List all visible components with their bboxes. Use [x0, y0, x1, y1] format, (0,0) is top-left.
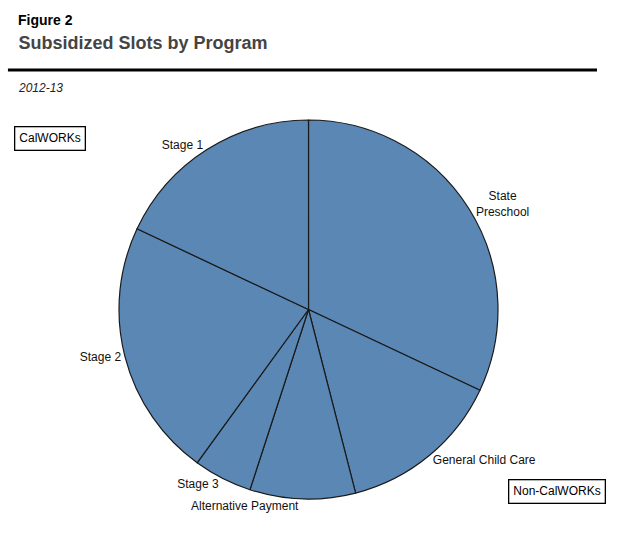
svg-text:Non-CalWORKs: Non-CalWORKs	[513, 484, 600, 498]
svg-text:Stage 1: Stage 1	[162, 138, 204, 152]
svg-text:2012-13: 2012-13	[18, 81, 63, 95]
svg-text:Figure 2: Figure 2	[18, 12, 73, 28]
svg-text:Subsidized Slots by Program: Subsidized Slots by Program	[19, 33, 268, 53]
svg-text:General Child Care: General Child Care	[433, 453, 536, 467]
svg-text:Stage 3: Stage 3	[177, 477, 219, 491]
svg-text:Stage 2: Stage 2	[80, 350, 122, 364]
svg-text:Alternative Payment: Alternative Payment	[191, 499, 299, 513]
svg-text:StatePreschool: StatePreschool	[476, 189, 529, 219]
svg-text:CalWORKs: CalWORKs	[19, 131, 80, 145]
